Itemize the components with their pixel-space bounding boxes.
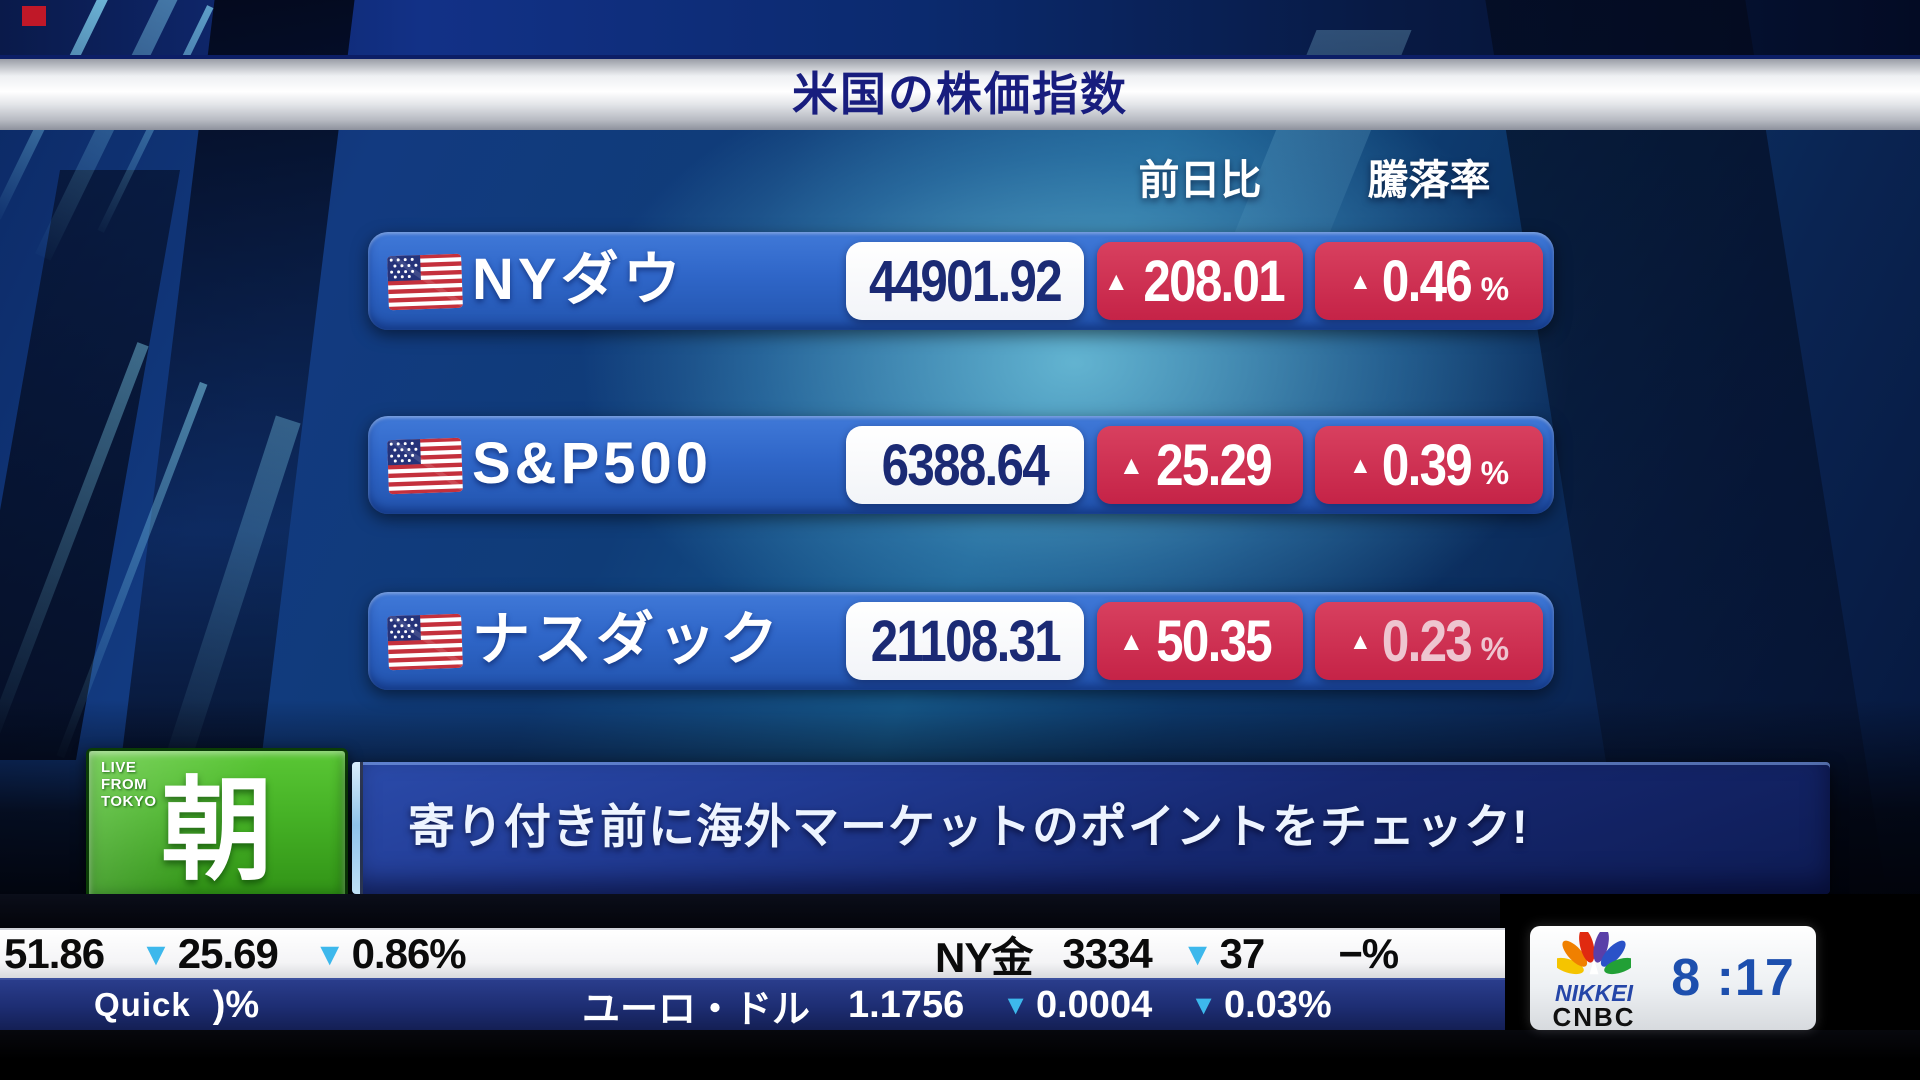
us-flag-icon xyxy=(386,437,464,495)
ticker-text: 3334 xyxy=(1062,930,1152,977)
up-triangle-icon: ▲ xyxy=(1348,451,1372,478)
ticker-text: −% xyxy=(1338,930,1399,977)
ticker-row-top: 51.86 ▼ 25.69 ▼ 0.86% NY金 3334 ▼ 37 −% xyxy=(0,928,1505,981)
index-percent-box: ▲ 0.39 % xyxy=(1315,426,1543,504)
index-value: 6388.64 xyxy=(881,432,1050,498)
up-triangle-icon: ▲ xyxy=(1103,266,1130,296)
index-value-box: 21108.31 xyxy=(846,602,1084,680)
up-triangle-icon: ▲ xyxy=(1348,267,1372,294)
us-flag-icon xyxy=(386,613,464,671)
index-change-value: 208.01 xyxy=(1143,248,1286,314)
index-change-box: ▲ 208.01 xyxy=(1097,242,1303,320)
index-percent-box: ▲ 0.46 % xyxy=(1315,242,1543,320)
ticker-text: 0.03% xyxy=(1223,983,1332,1026)
ticker-text: 0.0004 xyxy=(1035,983,1153,1026)
ticker-group: Quick)% xyxy=(94,980,259,1030)
ticker-group: ユーロ・ドル 1.1756 ▼ 0.0004 ▼ 0.03% xyxy=(582,978,1332,1033)
ticker-item: −% xyxy=(1338,930,1399,978)
down-triangle-icon: ▼ xyxy=(1181,936,1214,972)
station-name-bottom: CNBC xyxy=(1552,1002,1636,1033)
index-change-box: ▲ 50.35 xyxy=(1097,602,1303,680)
quick-logo: Quick xyxy=(94,986,191,1024)
ticker-text: NY金 xyxy=(935,933,1033,981)
index-name: NYダウ xyxy=(472,247,685,312)
index-change-value: 50.35 xyxy=(1156,608,1273,674)
down-triangle-icon: ▼ xyxy=(140,936,172,972)
index-name: ナスダック xyxy=(472,607,783,672)
index-value: 21108.31 xyxy=(870,608,1061,674)
percent-sign: % xyxy=(1480,631,1510,667)
index-row: NYダウ 44901.92 ▲ 208.01 ▲ 0.46 % xyxy=(368,232,1554,330)
live-from-tokyo-label: LIVE FROM TOKYO xyxy=(101,759,157,810)
up-triangle-icon: ▲ xyxy=(1348,627,1372,654)
ticker-text: 37 xyxy=(1219,930,1265,977)
ticker-item: ▼ 0.86% xyxy=(313,930,467,978)
column-header-percent: 騰落率 xyxy=(1367,157,1491,203)
index-change-box: ▲ 25.29 xyxy=(1097,426,1303,504)
live-line: TOKYO xyxy=(101,792,157,810)
ticker-item: 51.86 xyxy=(4,930,105,978)
ticker-text: 25.69 xyxy=(177,930,279,977)
ticker-text: )% xyxy=(212,983,260,1026)
bottom-bar xyxy=(0,1030,1920,1080)
ticker-text: 51.86 xyxy=(4,930,105,977)
index-percent-box: ▲ 0.23 % xyxy=(1315,602,1543,680)
index-percent-value: 0.39 xyxy=(1381,432,1473,498)
percent-sign: % xyxy=(1480,455,1510,491)
program-badge: LIVE FROM TOKYO 朝 xyxy=(86,748,348,906)
ticker-item: ユーロ・ドル xyxy=(582,978,810,1033)
title-bar: 米国の株価指数 xyxy=(0,55,1920,130)
ticker-text: Quick xyxy=(94,986,191,1023)
index-percent-value: 0.23 xyxy=(1381,608,1473,674)
clock: 8 :17 xyxy=(1671,949,1795,1007)
station-id-box: NIKKEI CNBC 8 :17 xyxy=(1530,926,1816,1030)
nbc-peacock-icon xyxy=(1557,932,1631,975)
headline-text: 寄り付き前に海外マーケットのポイントをチェック! xyxy=(408,800,1529,853)
program-kanji: 朝 xyxy=(161,768,273,893)
index-value-box: 44901.92 xyxy=(846,242,1084,320)
index-row: ナスダック 21108.31 ▲ 50.35 ▲ 0.23 % xyxy=(368,592,1554,690)
up-triangle-icon: ▲ xyxy=(1118,450,1145,480)
down-triangle-icon: ▼ xyxy=(1190,989,1217,1020)
ticker-row-bottom: Quick)% ユーロ・ドル 1.1756 ▼ 0.0004 ▼ 0.03% xyxy=(0,978,1505,1033)
ticker-item: 3334 xyxy=(1062,930,1152,978)
ticker-item: NY金 xyxy=(935,924,1033,985)
down-triangle-icon: ▼ xyxy=(1002,989,1029,1020)
percent-sign: % xyxy=(1480,271,1510,307)
ticker-item: ▼ 0.03% xyxy=(1190,984,1331,1027)
ticker-text: 0.86% xyxy=(351,930,467,977)
up-triangle-icon: ▲ xyxy=(1118,626,1145,656)
ticker-group: 51.86 ▼ 25.69 ▼ 0.86% xyxy=(4,930,467,978)
index-percent-value: 0.46 xyxy=(1381,248,1473,314)
studio-red-light xyxy=(22,6,46,26)
ticker-item: ▼ 37 xyxy=(1181,930,1265,978)
live-line: LIVE xyxy=(101,759,137,776)
live-line: FROM xyxy=(101,775,148,793)
ticker-item: ▼ 25.69 xyxy=(140,930,279,978)
station-name-top: NIKKEI xyxy=(1555,980,1633,1007)
ticker-text: 1.1756 xyxy=(848,983,965,1026)
station-brand: NIKKEI CNBC xyxy=(1530,926,1658,1030)
column-header-change: 前日比 xyxy=(1138,157,1262,203)
index-name: S&P500 xyxy=(472,431,713,496)
ticker-group: NY金 3334 ▼ 37 −% xyxy=(935,930,1399,981)
index-value-box: 6388.64 xyxy=(846,426,1084,504)
ticker-item: )% xyxy=(213,984,259,1027)
page-title: 米国の株価指数 xyxy=(792,68,1128,120)
headline-banner: 寄り付き前に海外マーケットのポイントをチェック! xyxy=(352,762,1830,894)
banner-edge-highlight xyxy=(352,762,363,894)
index-value: 44901.92 xyxy=(868,248,1063,314)
ticker-text: ユーロ・ドル xyxy=(582,988,811,1031)
index-change-value: 25.29 xyxy=(1156,432,1273,498)
ticker-item: 1.1756 xyxy=(848,984,964,1027)
us-flag-icon xyxy=(386,253,464,311)
down-triangle-icon: ▼ xyxy=(313,936,346,972)
ticker-item: ▼ 0.0004 xyxy=(1002,984,1152,1027)
index-row: S&P500 6388.64 ▲ 25.29 ▲ 0.39 % xyxy=(368,416,1554,514)
